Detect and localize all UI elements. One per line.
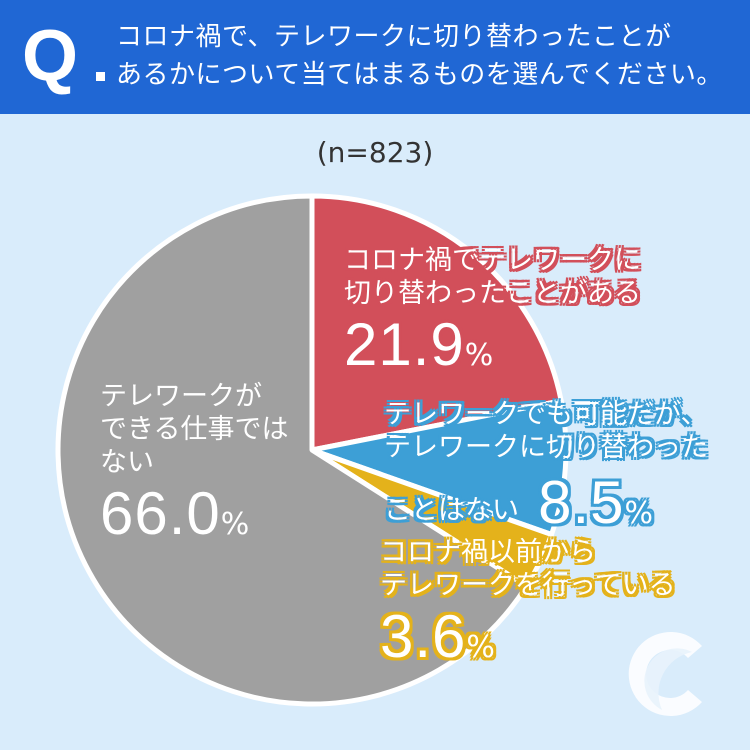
slice-label-red-line-1: コロナ禍でテレワークに bbox=[344, 245, 641, 276]
slice-label-blue-line-1: テレワークでも可能だが、 bbox=[384, 399, 708, 430]
slice-label-gray-line-2: できる仕事では bbox=[100, 414, 289, 445]
slice-label-gray: テレワークが できる仕事では ない 66.0% bbox=[100, 380, 288, 548]
question-line-1: コロナ禍で、テレワークに切り替わったことが bbox=[116, 22, 672, 52]
slice-label-blue: テレワークでも可能だが、 テレワークに切り替わった ことはない 8.5% bbox=[384, 398, 708, 536]
question-line-2: あるかについて当てはまるものを選んでください。 bbox=[116, 60, 723, 90]
slice-label-gray-line-3: ない bbox=[100, 447, 154, 478]
slice-value-red: 21.9% bbox=[344, 311, 494, 378]
sample-size: (n=823) bbox=[316, 136, 434, 169]
slice-value-gray: 66.0% bbox=[100, 480, 250, 547]
slice-red bbox=[309, 193, 564, 453]
slice-label-red: コロナ禍でテレワークに 切り替わったことがある 21.9% bbox=[344, 244, 641, 379]
slice-label-gray-line-1: テレワークが bbox=[100, 381, 262, 412]
c-logo-icon bbox=[628, 632, 702, 716]
slice-label-yellow-line-2: テレワークを行っている bbox=[380, 570, 676, 601]
slice-label-yellow: コロナ禍以前から テレワークを行っている 3.6% bbox=[380, 536, 676, 671]
slice-blue bbox=[309, 398, 569, 538]
slice-label-red-line-2: 切り替わったことがある bbox=[344, 278, 641, 309]
q-dot bbox=[96, 72, 105, 81]
slice-value-yellow: 3.6% bbox=[380, 603, 495, 670]
q-mark: Q bbox=[22, 16, 79, 96]
slice-value-blue: 8.5% bbox=[538, 469, 654, 536]
slice-label-yellow-line-1: コロナ禍以前から bbox=[380, 537, 596, 568]
slice-label-blue-line-2: テレワークに切り替わった bbox=[384, 432, 708, 463]
slice-label-blue-line-3: ことはない bbox=[384, 495, 519, 526]
question-header: Q コロナ禍で、テレワークに切り替わったことが あるかについて当てはまるものを選… bbox=[0, 0, 750, 114]
question-text: コロナ禍で、テレワークに切り替わったことが あるかについて当てはまるものを選んで… bbox=[116, 18, 742, 94]
slice-gray bbox=[55, 193, 529, 707]
